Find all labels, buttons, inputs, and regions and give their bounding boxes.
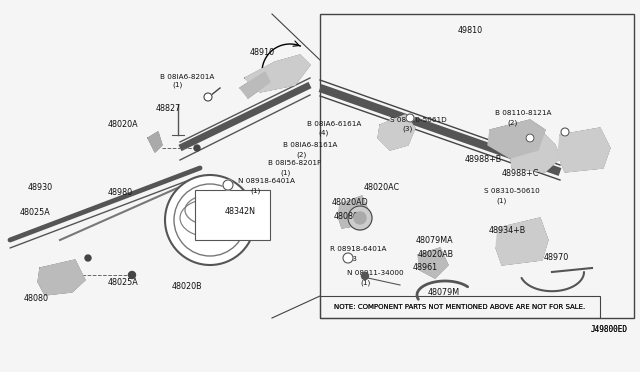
- Text: J49800ED: J49800ED: [591, 325, 628, 334]
- Polygon shape: [38, 260, 85, 295]
- Circle shape: [406, 114, 414, 122]
- Text: 48079M: 48079M: [428, 288, 460, 297]
- Text: 48020AB: 48020AB: [418, 250, 454, 259]
- Polygon shape: [496, 218, 548, 265]
- Circle shape: [348, 206, 372, 230]
- Text: 48079MA: 48079MA: [416, 236, 454, 245]
- Text: 48980: 48980: [108, 188, 133, 197]
- Text: B 08110-8121A: B 08110-8121A: [495, 110, 552, 116]
- Text: N 08911-34000: N 08911-34000: [347, 270, 404, 276]
- Circle shape: [362, 273, 369, 279]
- Text: (1): (1): [172, 81, 182, 87]
- Polygon shape: [488, 120, 545, 158]
- Text: S 08310-50610: S 08310-50610: [484, 188, 540, 194]
- Text: (4): (4): [318, 130, 328, 137]
- Circle shape: [526, 134, 534, 142]
- Text: 49810: 49810: [458, 26, 483, 35]
- Polygon shape: [240, 72, 270, 98]
- Bar: [320, 14, 634, 318]
- Text: 48080: 48080: [24, 294, 49, 303]
- Text: 48988+C: 48988+C: [502, 169, 540, 178]
- Polygon shape: [558, 128, 610, 172]
- Polygon shape: [378, 115, 415, 150]
- Text: 48020AC: 48020AC: [364, 183, 400, 192]
- Text: (2): (2): [507, 119, 517, 125]
- Text: B 08IA6-8161A: B 08IA6-8161A: [283, 142, 337, 148]
- Polygon shape: [510, 135, 560, 172]
- Polygon shape: [245, 55, 310, 92]
- Text: (1): (1): [280, 169, 291, 176]
- Circle shape: [561, 128, 569, 136]
- Bar: [195, 190, 270, 240]
- Text: 48827: 48827: [156, 104, 181, 113]
- Text: 48080N: 48080N: [334, 212, 365, 221]
- Text: 48020A: 48020A: [108, 120, 139, 129]
- Text: (1)3: (1)3: [342, 255, 357, 262]
- Text: 48025A: 48025A: [108, 278, 139, 287]
- Circle shape: [85, 255, 91, 261]
- Text: R 08918-6401A: R 08918-6401A: [330, 246, 387, 252]
- Circle shape: [354, 212, 366, 224]
- Text: B 08IA6-6161A: B 08IA6-6161A: [307, 121, 362, 127]
- Text: J49800ED: J49800ED: [591, 325, 628, 334]
- Text: 48988+B: 48988+B: [465, 155, 502, 164]
- Text: 48930: 48930: [28, 183, 53, 192]
- Text: 48020B: 48020B: [172, 282, 203, 291]
- Text: (1): (1): [360, 279, 371, 285]
- Text: 48970: 48970: [544, 253, 569, 262]
- Text: (2): (2): [296, 151, 307, 157]
- Circle shape: [129, 272, 136, 279]
- Text: (1): (1): [496, 197, 506, 203]
- Circle shape: [204, 93, 212, 101]
- Circle shape: [343, 253, 353, 263]
- Text: (3): (3): [402, 126, 412, 132]
- Text: N 08918-6401A: N 08918-6401A: [238, 178, 295, 184]
- Bar: [320, 296, 600, 318]
- Text: 48934+B: 48934+B: [489, 226, 526, 235]
- Polygon shape: [418, 248, 448, 278]
- Text: S 08310-5061D: S 08310-5061D: [390, 117, 447, 123]
- Text: 48020AD: 48020AD: [332, 198, 369, 207]
- Circle shape: [223, 180, 233, 190]
- Text: 48961: 48961: [413, 263, 438, 272]
- Text: NOTE: COMPONENT PARTS NOT MENTIONED ABOVE ARE NOT FOR SALE.: NOTE: COMPONENT PARTS NOT MENTIONED ABOV…: [334, 304, 586, 310]
- Text: 48910: 48910: [250, 48, 275, 57]
- Circle shape: [165, 175, 255, 265]
- Text: B 08I56-8201F: B 08I56-8201F: [268, 160, 321, 166]
- Text: B 08IA6-8201A: B 08IA6-8201A: [160, 74, 214, 80]
- Circle shape: [194, 145, 200, 151]
- Text: (1): (1): [250, 187, 260, 193]
- Text: 48342N: 48342N: [225, 207, 256, 216]
- Text: 48025A: 48025A: [20, 208, 51, 217]
- Polygon shape: [148, 132, 162, 152]
- Text: NOTE: COMPONENT PARTS NOT MENTIONED ABOVE ARE NOT FOR SALE.: NOTE: COMPONENT PARTS NOT MENTIONED ABOV…: [334, 304, 586, 310]
- Polygon shape: [338, 196, 368, 228]
